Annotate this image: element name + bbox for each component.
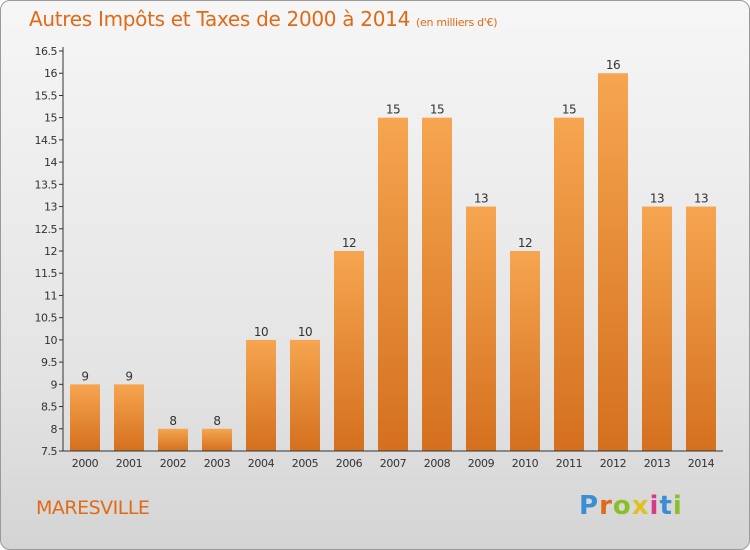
data-label-2014: 13 [694, 192, 708, 206]
bar-2012 [598, 73, 628, 451]
bar-2002 [158, 428, 188, 451]
y-tick-label: 10.5 [35, 312, 58, 325]
data-label-2009: 13 [474, 192, 488, 206]
logo-letter: o [612, 491, 632, 521]
x-tick-label-2002: 2002 [160, 457, 186, 470]
data-label-2006: 12 [342, 236, 356, 250]
x-tick-label-2004: 2004 [248, 457, 275, 470]
y-tick-label: 8.5 [41, 401, 57, 414]
bar-2008 [422, 117, 452, 452]
proxiti-logo: Proxiti [579, 491, 683, 521]
data-label-2008: 15 [430, 103, 444, 117]
bar-2000 [70, 384, 100, 451]
y-tick-label: 13 [44, 201, 57, 214]
bar-2013 [642, 206, 672, 451]
y-tick-label: 16.5 [35, 45, 58, 58]
x-tick-label-2001: 2001 [116, 457, 142, 470]
data-label-2013: 13 [650, 192, 664, 206]
logo-letter: P [579, 491, 600, 521]
x-tick-label-2000: 2000 [72, 457, 99, 470]
bar-2009 [466, 206, 496, 451]
x-tick-label-2010: 2010 [512, 457, 539, 470]
x-tick-label-2013: 2013 [644, 457, 671, 470]
logo-letter: t [659, 491, 673, 521]
y-tick-label: 15.5 [35, 89, 58, 102]
y-tick-label: 7.5 [41, 445, 57, 458]
chart-subtitle: (en milliers d'€) [416, 16, 498, 29]
y-tick-label: 11.5 [35, 267, 58, 280]
data-label-2011: 15 [562, 103, 576, 117]
x-tick-label-2009: 2009 [468, 457, 495, 470]
logo-letter: i [649, 491, 660, 521]
bar-2001 [114, 384, 144, 451]
x-tick-label-2014: 2014 [688, 457, 715, 470]
y-tick-label: 11 [44, 289, 57, 302]
x-tick-label-2006: 2006 [336, 457, 363, 470]
data-label-2012: 16 [606, 58, 620, 72]
y-tick-label: 9 [51, 378, 58, 391]
data-label-2003: 8 [213, 414, 220, 428]
data-label-2005: 10 [298, 325, 312, 339]
chart-title-text: Autres Impôts et Taxes de 2000 à 2014 [29, 7, 410, 31]
x-tick-label-2005: 2005 [292, 457, 319, 470]
x-tick-label-2011: 2011 [556, 457, 582, 470]
bar-2010 [510, 251, 540, 451]
data-label-2002: 8 [169, 414, 176, 428]
y-tick-label: 12 [44, 245, 57, 258]
chart-title: Autres Impôts et Taxes de 2000 à 2014 (en… [29, 7, 497, 31]
y-tick-label: 14 [44, 156, 57, 169]
data-label-2010: 12 [518, 236, 532, 250]
logo-letter: i [672, 491, 683, 521]
x-tick-label-2007: 2007 [380, 457, 407, 470]
y-tick-label: 10 [44, 334, 57, 347]
y-tick-label: 13.5 [35, 178, 58, 191]
x-tick-label-2012: 2012 [600, 457, 626, 470]
bar-2006 [334, 251, 364, 451]
y-tick-label: 9.5 [41, 356, 57, 369]
logo-letter: x [631, 491, 650, 521]
data-label-2000: 9 [81, 369, 88, 383]
data-label-2004: 10 [254, 325, 268, 339]
bar-2004 [246, 339, 276, 451]
y-tick-label: 16 [44, 67, 57, 80]
y-tick-label: 8 [51, 423, 58, 436]
bar-2007 [378, 117, 408, 452]
x-tick-label-2008: 2008 [424, 457, 451, 470]
y-tick-label: 12.5 [35, 223, 58, 236]
y-tick-label: 14.5 [35, 134, 58, 147]
logo-letter: r [599, 491, 613, 521]
data-label-2007: 15 [386, 103, 400, 117]
bar-2011 [554, 117, 584, 452]
data-label-2001: 9 [125, 369, 132, 383]
location-label: MARESVILLE [36, 497, 150, 519]
bar-2003 [202, 428, 232, 451]
y-tick-label: 15 [44, 112, 57, 125]
bar-2005 [290, 339, 320, 451]
bar-2014 [686, 206, 716, 451]
x-tick-label-2003: 2003 [204, 457, 231, 470]
